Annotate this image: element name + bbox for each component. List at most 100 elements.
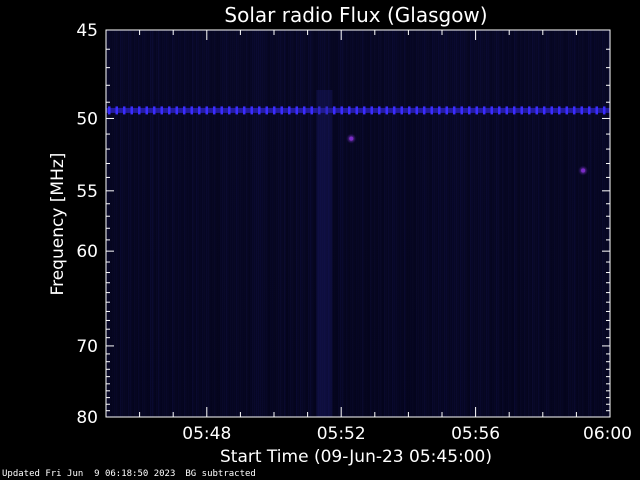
- texture-stripe: [400, 30, 402, 417]
- interference-tick: [558, 106, 561, 115]
- texture-stripe: [232, 30, 234, 417]
- interference-tick: [483, 106, 486, 115]
- texture-stripe: [226, 30, 228, 417]
- texture-stripe: [562, 30, 564, 417]
- interference-tick: [415, 106, 418, 115]
- texture-stripe: [580, 30, 582, 417]
- interference-tick: [520, 106, 523, 115]
- interference-tick: [460, 106, 463, 115]
- texture-stripe: [466, 30, 468, 417]
- interference-tick: [130, 106, 133, 115]
- texture-stripe: [128, 30, 130, 417]
- interference-tick: [145, 106, 148, 115]
- texture-stripe: [388, 30, 390, 417]
- texture-stripe: [352, 30, 354, 417]
- interference-tick: [273, 106, 276, 115]
- texture-stripe: [194, 30, 196, 417]
- texture-stripe: [566, 30, 568, 417]
- texture-stripe: [436, 30, 438, 417]
- texture-stripe: [456, 30, 458, 417]
- interference-tick: [325, 106, 328, 115]
- texture-stripe: [256, 30, 258, 417]
- texture-stripe: [600, 30, 602, 417]
- texture-stripe: [368, 30, 370, 417]
- texture-stripe: [440, 30, 442, 417]
- burst-spot: [349, 136, 354, 141]
- interference-tick: [453, 106, 456, 115]
- axis-ticks: 45 50 55 60 70 80 05:48 05:52 05:56 06:00: [76, 21, 632, 444]
- texture-stripe: [596, 30, 598, 417]
- texture-stripe: [276, 30, 278, 417]
- texture-stripe: [478, 30, 480, 417]
- updated-timestamp: Updated Fri Jun 9 06:18:50 2023: [2, 469, 176, 479]
- texture-stripe: [448, 30, 450, 417]
- texture-stripe: [274, 30, 276, 417]
- texture-stripe: [346, 30, 348, 417]
- texture-stripe: [294, 30, 296, 417]
- texture-stripe: [604, 30, 606, 417]
- texture-stripe: [202, 30, 204, 417]
- texture-stripe: [572, 30, 574, 417]
- texture-stripe: [130, 30, 132, 417]
- interference-tick: [333, 106, 336, 115]
- texture-stripe: [408, 30, 410, 417]
- texture-stripe: [208, 30, 210, 417]
- interference-tick: [310, 106, 313, 115]
- texture-stripe: [420, 30, 422, 417]
- interference-tick: [363, 106, 366, 115]
- interference-tick: [385, 106, 388, 115]
- faint-vertical-band: [316, 90, 333, 417]
- texture-stripe: [398, 30, 400, 417]
- texture-stripe: [234, 30, 236, 417]
- texture-stripe: [556, 30, 558, 417]
- texture-stripe: [536, 30, 538, 417]
- texture-stripe: [606, 30, 608, 417]
- texture-stripe: [542, 30, 544, 417]
- texture-stripe: [462, 30, 464, 417]
- texture-stripe: [590, 30, 592, 417]
- texture-stripe: [262, 30, 264, 417]
- texture-stripe: [528, 30, 530, 417]
- texture-stripe: [442, 30, 444, 417]
- texture-stripe: [464, 30, 466, 417]
- texture-stripe: [340, 30, 342, 417]
- texture-stripe: [430, 30, 432, 417]
- texture-stripe: [116, 30, 118, 417]
- interference-tick: [265, 106, 268, 115]
- texture-stripe: [474, 30, 476, 417]
- interference-tick: [573, 106, 576, 115]
- texture-stripe: [344, 30, 346, 417]
- texture-stripe: [174, 30, 176, 417]
- interference-tick: [498, 106, 501, 115]
- interference-tick: [190, 106, 193, 115]
- texture-stripe: [560, 30, 562, 417]
- texture-stripe: [240, 30, 242, 417]
- interference-tick: [543, 106, 546, 115]
- interference-tick: [580, 106, 583, 115]
- texture-stripe: [450, 30, 452, 417]
- interference-tick: [228, 106, 231, 115]
- texture-stripe: [392, 30, 394, 417]
- texture-stripe: [594, 30, 596, 417]
- texture-stripe: [364, 30, 366, 417]
- interference-tick: [318, 106, 321, 115]
- texture-stripe: [576, 30, 578, 417]
- texture-stripe: [370, 30, 372, 417]
- interference-tick: [430, 106, 433, 115]
- y-tick-label: 80: [76, 408, 98, 428]
- texture-stripe: [328, 30, 330, 417]
- interference-tick: [183, 106, 186, 115]
- burst-spot: [581, 168, 586, 173]
- texture-stripe: [418, 30, 420, 417]
- texture-stripe: [172, 30, 174, 417]
- texture-stripe: [358, 30, 360, 417]
- texture-stripe: [366, 30, 368, 417]
- texture-stripe: [238, 30, 240, 417]
- texture-stripe: [310, 30, 312, 417]
- texture-stripe: [206, 30, 208, 417]
- interference-tick: [468, 106, 471, 115]
- interference-tick: [108, 106, 111, 115]
- texture-stripe: [458, 30, 460, 417]
- texture-stripe: [162, 30, 164, 417]
- interference-tick: [535, 106, 538, 115]
